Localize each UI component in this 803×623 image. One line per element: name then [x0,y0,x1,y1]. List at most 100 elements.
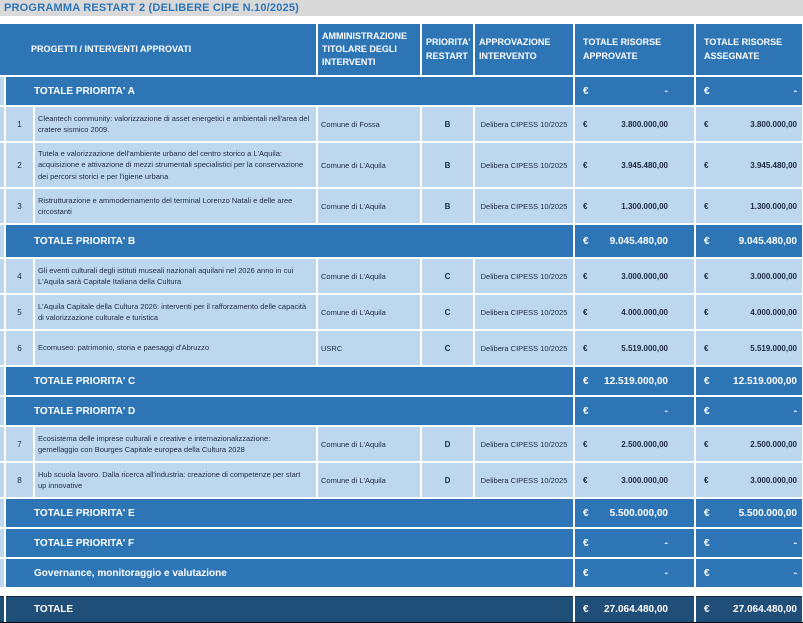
priority-cell: B [421,142,475,189]
assigned-amount: - [793,537,797,549]
row-gutter-cell [0,224,6,259]
euro-symbol: € [704,201,709,211]
euro-symbol: € [583,235,589,247]
header-approval: APPROVAZIONE INTERVENTO [474,24,575,77]
table-row: 1 Cleantech community: valorizzazione di … [0,106,803,143]
section-total-row: TOTALE PRIORITA' C €12.519.000,00 €12.519.… [0,366,803,397]
approved-amount-cell: €5.500.000,00 [574,498,696,529]
total-label-cell: TOTALE [5,595,575,623]
euro-symbol: € [704,119,709,129]
euro-symbol: € [583,307,588,317]
priority-cell: D [421,426,475,463]
title-gap [0,16,803,24]
euro-symbol: € [704,375,710,387]
euro-symbol: € [583,537,589,549]
approved-amount-cell: € - [574,558,696,589]
row-gutter-cell [0,330,6,367]
approved-amount-cell: € - [574,76,696,107]
money-wrap: € - [575,568,693,579]
admin-cell: Comune di L'Aquila [317,426,422,463]
row-gutter-cell [0,258,6,295]
assigned-amount-cell: €4.000.000,00 [695,294,803,331]
assigned-amount-cell: € - [695,76,803,107]
approval-cell: Delibera CIPESS 10/2025 [474,258,575,295]
total-label-cell: TOTALE PRIORITA' D [5,396,575,427]
assigned-amount: - [793,85,797,97]
spacer-row [0,588,803,596]
approved-amount-cell: €3.945.480,00 [574,142,696,189]
programma-table: PROGETTI / INTERVENTI APPROVATI AMMINIST… [0,24,803,623]
section-total-row: TOTALE PRIORITA' F € - € - [0,528,803,559]
total-label-cell: TOTALE PRIORITA' F [5,528,575,559]
spacer-cell [0,588,803,596]
euro-symbol: € [583,439,588,449]
money-wrap: €27.064.480,00 [696,603,801,615]
euro-symbol: € [583,201,588,211]
approved-amount: 3.000.000,00 [621,271,668,281]
row-gutter-cell [0,462,6,499]
section-total-row: TOTALE PRIORITA' E €5.500.000,00 €5.500.00… [0,498,803,529]
page-title: PROGRAMMA RESTART 2 (DELIBERE CIPE N.10/… [4,2,300,14]
euro-symbol: € [704,603,710,615]
approved-amount-cell: €9.045.480,00 [574,224,696,259]
total-label-cell: Governance, monitoraggio e valutazione [5,558,575,589]
money-wrap: €3.000.000,00 [696,475,801,485]
header-project: PROGETTI / INTERVENTI APPROVATI [0,24,318,77]
table-row: 8 Hub scuola lavoro. Dalla ricerca all'in… [0,462,803,499]
euro-symbol: € [583,375,589,387]
project-cell: Tutela e valorizzazione dell'ambiente ur… [34,142,318,189]
assigned-amount-cell: €3.945.480,00 [695,142,803,189]
approved-amount: - [664,537,668,549]
assigned-amount-cell: €3.000.000,00 [695,462,803,499]
admin-cell: Comune di L'Aquila [317,142,422,189]
admin-cell: Comune di Fossa [317,106,422,143]
approval-cell: Delibera CIPESS 10/2025 [474,462,575,499]
assigned-amount: 3.000.000,00 [750,271,797,281]
money-wrap: €3.800.000,00 [575,119,693,129]
money-wrap: €12.519.000,00 [696,375,801,387]
euro-symbol: € [704,475,709,485]
assigned-amount-cell: €12.519.000,00 [695,366,803,397]
money-wrap: €12.519.000,00 [575,375,693,387]
euro-symbol: € [704,307,709,317]
money-wrap: €27.064.480,00 [575,603,693,615]
priority-cell: C [421,330,475,367]
section-total-row: Governance, monitoraggio e valutazione € -… [0,558,803,589]
admin-cell: Comune di L'Aquila [317,188,422,225]
row-gutter-cell [0,595,6,623]
money-wrap: €9.045.480,00 [575,235,693,247]
approved-amount: 5.500.000,00 [609,507,668,519]
money-wrap: €3.945.480,00 [575,161,693,170]
grand-total-row: TOTALE €27.064.480,00 €27.064.480,00 [0,595,803,623]
priority-cell: B [421,188,475,225]
priority-cell: C [421,294,475,331]
row-gutter-cell [0,76,6,107]
money-wrap: € - [575,405,693,417]
row-gutter-cell [0,498,6,529]
euro-symbol: € [704,235,710,247]
euro-symbol: € [583,119,588,129]
approved-amount-cell: € - [574,396,696,427]
project-cell: Gli eventi culturali degli istituti muse… [34,258,318,295]
header-row: PROGETTI / INTERVENTI APPROVATI AMMINIST… [0,24,803,77]
money-wrap: €4.000.000,00 [575,307,693,317]
approved-amount-cell: €3.000.000,00 [574,258,696,295]
euro-symbol: € [704,567,710,579]
section-total-row: TOTALE PRIORITA' D € - € - [0,396,803,427]
approved-amount: 27.064.480,00 [604,603,668,615]
priority-cell: D [421,462,475,499]
header-admin: AMMINISTRAZIONE TITOLARE DEGLI INTERVENT… [317,24,422,77]
assigned-amount-cell: €3.800.000,00 [695,106,803,143]
euro-symbol: € [583,603,589,615]
approved-amount: - [664,405,668,417]
euro-symbol: € [704,405,710,417]
approved-amount: 3.000.000,00 [621,475,668,485]
table-row: 6 Ecomuseo: patrimonio, storia e paesaggi… [0,330,803,367]
assigned-amount-cell: € - [695,528,803,559]
assigned-amount: 5.519.000,00 [750,343,797,353]
money-wrap: €4.000.000,00 [696,307,801,317]
approved-amount: 12.519.000,00 [604,375,668,387]
money-wrap: €3.945.480,00 [696,161,801,170]
admin-cell: Comune di L'Aquila [317,294,422,331]
